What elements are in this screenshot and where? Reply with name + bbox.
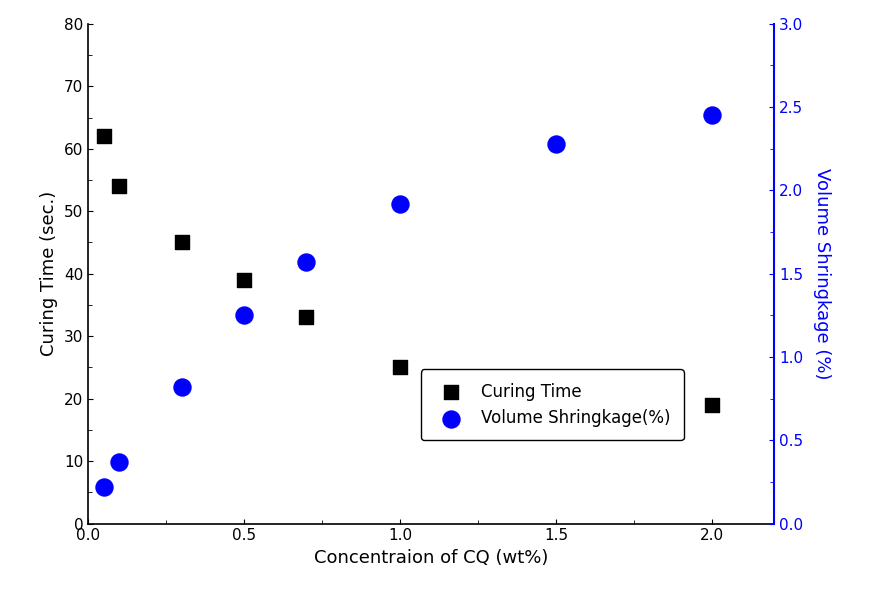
Volume Shringkage(%) xyxy=(549,139,563,149)
Curing Time xyxy=(237,275,251,285)
Volume Shringkage(%) xyxy=(705,111,719,120)
Y-axis label: Curing Time (sec.): Curing Time (sec.) xyxy=(40,191,58,356)
Volume Shringkage(%) xyxy=(237,311,251,320)
Curing Time xyxy=(549,381,563,391)
Curing Time xyxy=(299,313,313,322)
Volume Shringkage(%) xyxy=(97,482,111,491)
Curing Time xyxy=(97,131,111,141)
X-axis label: Concentraion of CQ (wt%): Concentraion of CQ (wt%) xyxy=(314,549,548,567)
Curing Time xyxy=(393,362,407,372)
Curing Time xyxy=(174,237,188,248)
Volume Shringkage(%) xyxy=(393,199,407,208)
Curing Time xyxy=(705,400,719,410)
Y-axis label: Volume Shringkage (%): Volume Shringkage (%) xyxy=(813,168,832,380)
Volume Shringkage(%) xyxy=(112,457,126,466)
Volume Shringkage(%) xyxy=(174,382,188,392)
Volume Shringkage(%) xyxy=(299,257,313,267)
Curing Time xyxy=(112,181,126,191)
Legend: Curing Time, Volume Shringkage(%): Curing Time, Volume Shringkage(%) xyxy=(421,369,684,440)
